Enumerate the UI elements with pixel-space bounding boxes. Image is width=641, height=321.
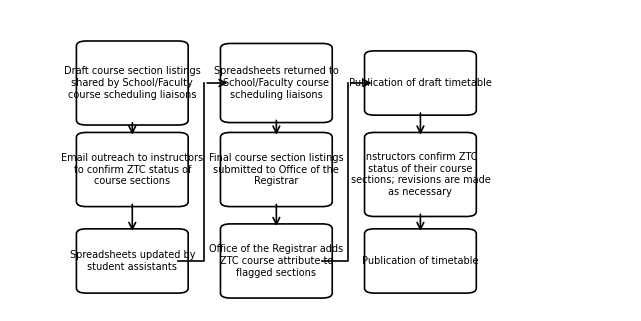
FancyBboxPatch shape — [365, 133, 476, 216]
FancyBboxPatch shape — [221, 43, 332, 123]
Text: Publication of timetable: Publication of timetable — [362, 256, 479, 266]
FancyBboxPatch shape — [76, 133, 188, 207]
Text: Spreadsheets returned to
School/Faculty course
scheduling liaisons: Spreadsheets returned to School/Faculty … — [214, 66, 338, 100]
FancyBboxPatch shape — [221, 224, 332, 298]
Text: Publication of draft timetable: Publication of draft timetable — [349, 78, 492, 88]
Text: Final course section listings
submitted to Office of the
Registrar: Final course section listings submitted … — [209, 153, 344, 186]
Text: Instructors confirm ZTC
status of their course
sections; revisions are made
as n: Instructors confirm ZTC status of their … — [351, 152, 490, 197]
FancyBboxPatch shape — [365, 51, 476, 115]
FancyBboxPatch shape — [221, 133, 332, 207]
FancyBboxPatch shape — [76, 41, 188, 125]
Text: Email outreach to instructors
to confirm ZTC status of
course sections: Email outreach to instructors to confirm… — [62, 153, 203, 186]
Text: Spreadsheets updated by
student assistants: Spreadsheets updated by student assistan… — [69, 250, 195, 272]
FancyBboxPatch shape — [365, 229, 476, 293]
Text: Draft course section listings
shared by School/Faculty
course scheduling liaison: Draft course section listings shared by … — [64, 66, 201, 100]
FancyBboxPatch shape — [76, 229, 188, 293]
Text: Office of the Registrar adds
ZTC course attribute to
flagged sections: Office of the Registrar adds ZTC course … — [210, 244, 344, 278]
